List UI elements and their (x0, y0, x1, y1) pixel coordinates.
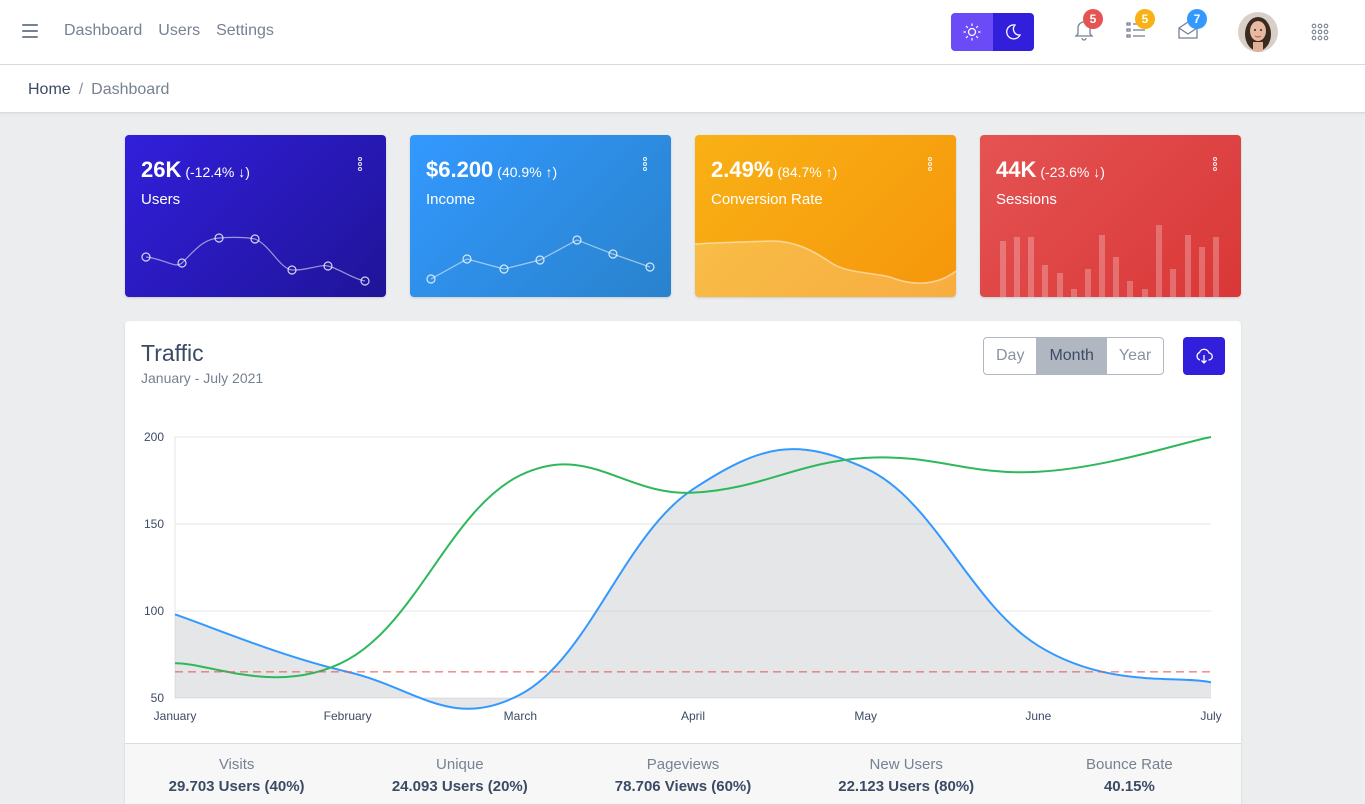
series-line-0 (174, 448, 1212, 710)
x-tick-label: June (1025, 709, 1051, 723)
apps-grid-icon (1311, 23, 1329, 41)
range-day-button[interactable]: Day (996, 347, 1025, 364)
stat-new-users: New Users 22.123 Users (80%) (795, 744, 1018, 804)
stat-title: Bounce Rate (1086, 756, 1173, 773)
sessions-bar-chart (1000, 225, 1219, 297)
widget-sessions: 44K (-23.6% ↓) Sessions (980, 135, 1241, 297)
traffic-stats: Visits 29.703 Users (40%) Unique 24.093 … (125, 743, 1241, 804)
traffic-chart: 50 100 150 200 January February March April May J… (144, 430, 1222, 723)
stat-title: New Users (869, 756, 943, 773)
breadcrumb-current: Dashboard (91, 81, 170, 98)
widget-menu-icon[interactable] (928, 157, 934, 172)
tasks-badge: 5 (1135, 9, 1155, 29)
stat-pageviews: Pageviews 78.706 Views (60%) (571, 744, 794, 804)
breadcrumb-home[interactable]: Home (28, 81, 71, 98)
conversion-area-chart (695, 240, 956, 297)
widget-label: Conversion Rate (711, 191, 823, 208)
header-nav: Dashboard Users Settings (64, 22, 274, 40)
widget-value: 2.49% (84.7% ↑) (711, 157, 838, 182)
y-tick-label: 100 (144, 604, 164, 618)
income-sparkline (426, 235, 655, 284)
notifications-button[interactable]: 5 (1073, 9, 1103, 43)
card-subtitle: January - July 2021 (141, 370, 264, 386)
stat-title: Unique (436, 756, 484, 773)
theme-toggle[interactable] (951, 13, 1034, 51)
stat-title: Visits (218, 756, 255, 773)
x-tick-label: July (1200, 709, 1221, 723)
top-header: Dashboard Users Settings 5 (0, 0, 1365, 65)
widget-delta: (-12.4% ↓) (185, 164, 250, 180)
users-sparkline (141, 233, 370, 286)
x-tick-label: March (504, 709, 537, 723)
x-tick-label: January (154, 709, 197, 723)
envelope-icon (1178, 21, 1198, 39)
cloud-download-icon (1196, 348, 1213, 364)
x-tick-label: April (681, 709, 705, 723)
series-line-1 (174, 436, 1212, 679)
widget-label: Users (141, 191, 181, 208)
range-year-button[interactable]: Year (1105, 338, 1163, 374)
stat-unique: Unique 24.093 Users (20%) (348, 744, 571, 804)
widget-delta: (40.9% ↑) (497, 164, 558, 180)
breadcrumb-separator: / (78, 81, 84, 98)
widget-conversion: 2.49% (84.7% ↑) Conversion Rate (695, 135, 956, 297)
notifications-badge: 5 (1083, 9, 1103, 29)
widget-label: Income (426, 191, 476, 208)
widget-income: $6.200 (40.9% ↑) Income (410, 135, 671, 297)
widget-delta: (-23.6% ↓) (1040, 164, 1105, 180)
breadcrumb-bar: Home / Dashboard (0, 65, 1365, 113)
avatar[interactable] (1238, 12, 1278, 52)
messages-button[interactable]: 7 (1177, 9, 1207, 43)
moon-icon (1006, 24, 1022, 40)
stat-visits: Visits 29.703 Users (40%) (125, 744, 348, 804)
widget-value: $6.200 (40.9% ↑) (426, 157, 558, 182)
stat-bounce-rate: Bounce Rate 40.15% (1018, 744, 1241, 804)
nav-settings[interactable]: Settings (216, 22, 274, 39)
user-avatar-image (1238, 12, 1278, 52)
y-tick-label: 200 (144, 430, 164, 444)
x-tick-label: February (324, 709, 372, 723)
dark-mode-button[interactable] (992, 13, 1034, 51)
widget-label: Sessions (996, 191, 1057, 208)
widget-delta: (84.7% ↑) (777, 164, 838, 180)
range-selector: Day Month Year (983, 337, 1165, 375)
stat-value: 40.15% (1103, 778, 1155, 795)
light-mode-button[interactable] (951, 13, 993, 51)
widget-menu-icon[interactable] (1213, 157, 1219, 172)
stat-value: 78.706 Views (60%) (614, 778, 752, 795)
messages-badge: 7 (1187, 9, 1207, 29)
download-button[interactable] (1183, 337, 1225, 375)
widget-menu-icon[interactable] (643, 157, 649, 172)
widget-menu-icon[interactable] (358, 157, 364, 172)
sun-icon (963, 23, 981, 41)
stat-value: 22.123 Users (80%) (838, 778, 975, 795)
apps-button[interactable] (1311, 23, 1329, 46)
y-tick-label: 50 (151, 691, 165, 705)
stat-value: 24.093 Users (20%) (391, 778, 528, 795)
widget-value: 44K (-23.6% ↓) (996, 157, 1105, 182)
breadcrumb: Home / Dashboard (28, 81, 169, 99)
nav-users[interactable]: Users (158, 22, 201, 39)
y-tick-label: 150 (144, 517, 164, 531)
series-area-0 (175, 449, 1211, 709)
x-tick-label: May (854, 709, 877, 723)
range-month-button[interactable]: Month (1036, 338, 1106, 374)
stat-title: Pageviews (646, 756, 720, 773)
card-title: Traffic (141, 340, 204, 366)
menu-toggle-icon[interactable] (22, 24, 38, 40)
widget-value: 26K (-12.4% ↓) (141, 157, 250, 182)
stat-value: 29.703 Users (40%) (168, 778, 305, 795)
tasks-button[interactable]: 5 (1125, 9, 1155, 43)
traffic-card: Traffic January - July 2021 Day Month Ye… (125, 321, 1241, 804)
widget-users: 26K (-12.4% ↓) Users (125, 135, 386, 297)
nav-dashboard[interactable]: Dashboard (64, 22, 143, 39)
